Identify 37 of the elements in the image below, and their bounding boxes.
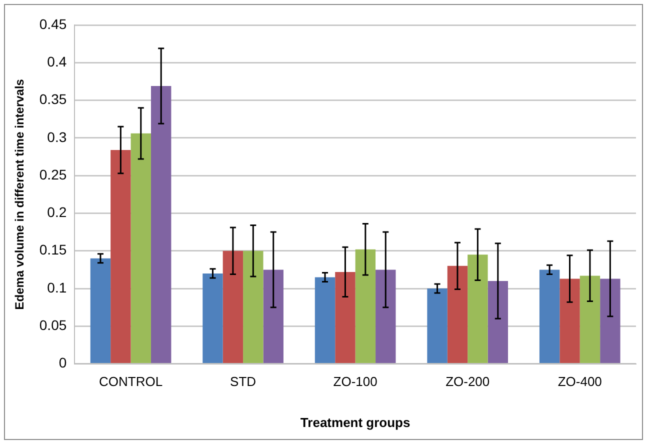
bar — [150, 86, 172, 364]
bar — [335, 272, 356, 364]
bar — [130, 133, 151, 364]
y-tick-label: 0.05 — [39, 317, 67, 334]
y-tick-label: 0.25 — [39, 166, 67, 182]
y-tick-label: 0.15 — [39, 242, 67, 258]
y-tick-label: 0 — [58, 354, 67, 371]
bar — [539, 270, 560, 364]
bar — [263, 270, 284, 364]
x-tick-label: STD — [230, 374, 256, 390]
y-tick-label: 0.1 — [47, 279, 67, 296]
y-tick-label: 0.4 — [47, 54, 67, 70]
bar — [222, 250, 244, 364]
bar — [376, 270, 396, 364]
x-axis-title: Treatment groups — [300, 414, 410, 430]
bar — [488, 280, 508, 364]
bar — [110, 150, 131, 364]
bar — [314, 277, 336, 364]
x-tick-label: CONTROL — [99, 374, 163, 390]
bar — [202, 273, 223, 364]
x-tick-label: ZO-200 — [446, 374, 490, 390]
bar — [427, 288, 448, 364]
x-tick-label: ZO-100 — [333, 374, 378, 390]
y-tick-label: 0.2 — [47, 204, 67, 220]
bar — [600, 278, 620, 364]
y-tick-label: 0.35 — [39, 91, 67, 108]
bar — [355, 249, 376, 364]
y-tick-label: 0.45 — [39, 16, 67, 32]
bar — [243, 250, 264, 364]
y-axis-title: Edema volume in different time intervals — [12, 78, 27, 310]
x-tick-label: ZO-400 — [558, 374, 602, 390]
bar — [447, 266, 468, 364]
bar — [468, 254, 488, 364]
bar — [560, 278, 580, 364]
bar — [580, 276, 600, 364]
y-tick-label: 0.3 — [47, 128, 67, 145]
bar — [90, 258, 111, 364]
